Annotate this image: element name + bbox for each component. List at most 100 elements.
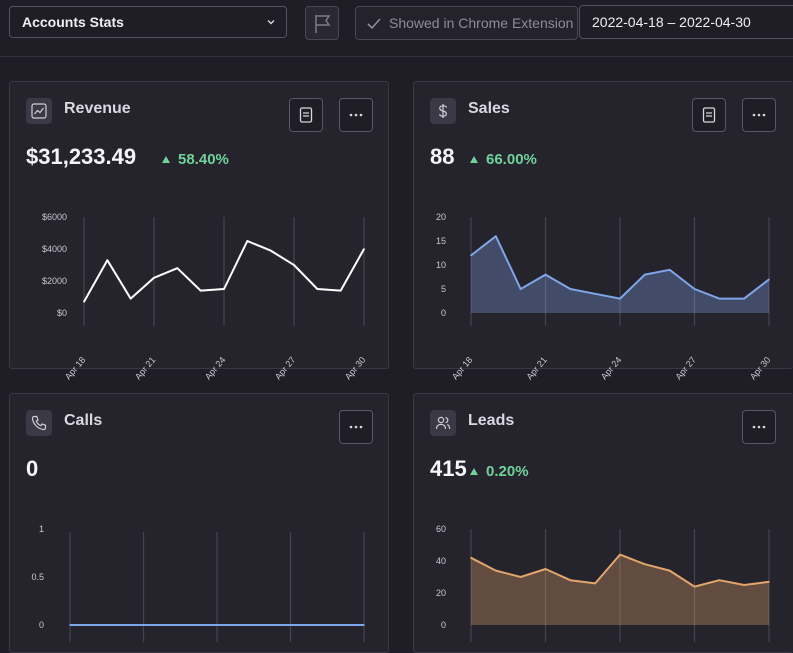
date-range-value: 2022-04-18 – 2022-04-30 <box>592 14 751 30</box>
more-horizontal-icon <box>349 113 363 117</box>
revenue-data-point <box>339 289 342 292</box>
flag-icon <box>315 15 331 33</box>
sales-chart: 0 5 10 15 20 Apr 18 Apr 21 Apr 24 Apr 27 Apr 30 <box>436 212 773 382</box>
dollar-icon <box>438 104 448 118</box>
leads-data-point <box>668 569 671 572</box>
leads-change-value: 0.20% <box>486 463 529 480</box>
sales-x-tick-label: Apr 21 <box>524 355 549 382</box>
more-horizontal-icon <box>752 425 766 429</box>
revenue-title: Revenue <box>64 100 131 117</box>
revenue-data-point <box>363 248 365 250</box>
revenue-data-point <box>269 249 272 252</box>
phone-icon-box <box>26 410 52 436</box>
calls-data-point <box>338 624 341 626</box>
sales-x-tick-label: Apr 24 <box>599 355 624 382</box>
calls-data-point <box>93 624 96 626</box>
calls-data-point <box>240 624 243 626</box>
calls-data-point <box>216 624 218 626</box>
sales-y-tick-label: 10 <box>436 260 446 270</box>
trend-icon-box <box>26 98 52 124</box>
revenue-data-point <box>199 289 202 292</box>
sales-report-button[interactable] <box>692 98 726 132</box>
sales-value: 88 <box>430 144 455 169</box>
users-icon-box <box>430 410 456 436</box>
sales-y-tick-label: 5 <box>441 284 446 294</box>
leads-card: Leads 415 0.20% <box>413 393 793 653</box>
revenue-y-tick-label: $2000 <box>42 276 67 286</box>
calls-more-button[interactable] <box>339 410 373 444</box>
revenue-data-point <box>106 259 109 262</box>
chrome-extension-label: Showed in Chrome Extension <box>389 15 574 31</box>
revenue-y-tick-label: $4000 <box>42 244 67 254</box>
revenue-more-button[interactable] <box>339 98 373 132</box>
revenue-chart: $0 $2000 $4000 $6000 Apr 18 Apr 21 Apr 24 Apr 2… <box>42 212 368 382</box>
leads-chart: 0 20 40 60 <box>436 524 770 642</box>
leads-data-point <box>544 568 547 570</box>
revenue-x-tick-label: Apr 21 <box>133 355 158 382</box>
leads-y-tick-label: 20 <box>436 588 446 598</box>
account-select[interactable]: Accounts Stats <box>9 6 287 38</box>
sales-x-tick-label: Apr 30 <box>748 355 773 382</box>
calls-y-tick-label: 0.5 <box>31 572 44 582</box>
sales-data-point <box>668 269 671 271</box>
flag-button[interactable] <box>305 6 339 40</box>
leads-y-tick-label: 60 <box>436 524 446 534</box>
leads-more-button[interactable] <box>742 410 776 444</box>
calls-y-tick-label: 1 <box>39 524 44 534</box>
phone-icon <box>31 415 47 431</box>
sales-data-point <box>718 297 721 300</box>
calls-title: Calls <box>64 412 103 429</box>
revenue-data-point <box>176 267 179 270</box>
sales-card: Sales 88 66.00% <box>413 81 793 369</box>
calls-data-point <box>314 624 316 626</box>
revenue-data-point <box>293 264 295 266</box>
revenue-change-value: 58.40% <box>178 151 229 168</box>
sales-data-point <box>544 273 547 276</box>
check-icon <box>367 18 381 30</box>
revenue-card: Revenue $31,233.49 58.40% <box>9 81 389 369</box>
revenue-value: $31,233.49 <box>26 144 137 169</box>
revenue-data-point <box>223 288 225 290</box>
document-icon <box>299 107 313 123</box>
date-range-picker[interactable]: 2022-04-18 – 2022-04-30 <box>579 5 793 39</box>
leads-data-point <box>768 581 770 583</box>
chrome-extension-toggle[interactable]: Showed in Chrome Extension <box>355 6 578 40</box>
leads-data-point <box>743 584 745 586</box>
revenue-data-point <box>129 297 132 300</box>
revenue-data-point <box>83 301 85 303</box>
up-arrow-icon <box>470 156 478 163</box>
calls-card: Calls 0 <box>9 393 389 653</box>
sales-data-point <box>693 288 696 290</box>
leads-data-point <box>594 582 596 585</box>
sales-data-point <box>768 278 770 281</box>
trend-icon <box>31 103 47 119</box>
sales-data-point <box>619 297 621 300</box>
calls-y-tick-label: 0 <box>39 620 44 630</box>
more-horizontal-icon <box>349 425 363 429</box>
revenue-data-point <box>153 277 155 279</box>
leads-data-point <box>519 576 522 578</box>
users-icon <box>435 416 451 430</box>
leads-data-point <box>718 579 721 581</box>
sales-x-tick-label: Apr 27 <box>673 355 698 382</box>
sales-y-tick-label: 0 <box>441 308 446 318</box>
calls-data-point <box>265 624 267 626</box>
leads-data-point <box>495 569 497 572</box>
leads-title: Leads <box>468 412 515 429</box>
leads-data-point <box>644 563 646 565</box>
chevron-down-icon <box>267 20 275 25</box>
calls-data-point <box>289 624 292 626</box>
sales-y-tick-label: 15 <box>436 236 446 246</box>
top-toolbar: Accounts Stats Showed in Chrome Extensio… <box>0 0 793 57</box>
sales-more-button[interactable] <box>742 98 776 132</box>
sales-data-point <box>470 254 472 257</box>
sales-data-point <box>594 293 596 295</box>
revenue-x-tick-label: Apr 24 <box>203 355 228 382</box>
revenue-report-button[interactable] <box>289 98 323 132</box>
revenue-x-tick-label: Apr 18 <box>63 355 88 382</box>
dollar-icon-box <box>430 98 456 124</box>
leads-data-point <box>619 553 621 556</box>
sales-data-point <box>569 288 572 290</box>
leads-data-point <box>470 557 472 559</box>
sales-data-point <box>644 273 646 276</box>
